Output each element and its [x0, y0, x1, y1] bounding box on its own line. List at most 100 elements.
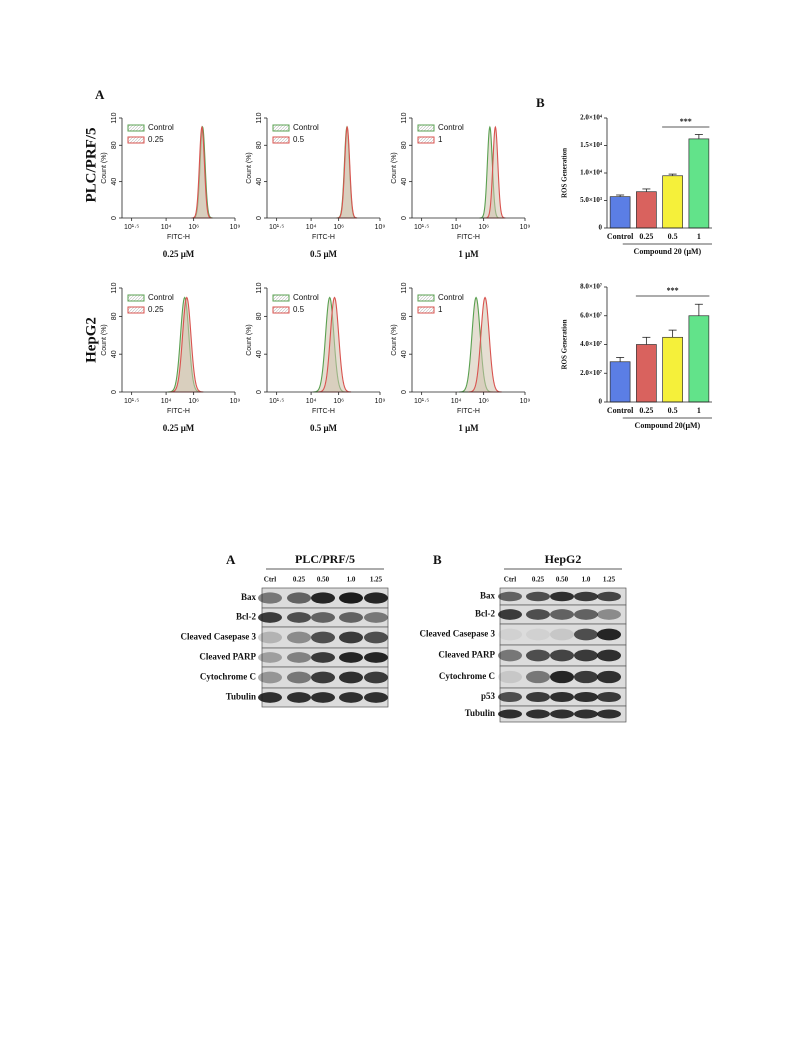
- band: [597, 649, 621, 662]
- band: [574, 609, 598, 620]
- dose-label: 0.25 μM: [163, 249, 195, 259]
- y-tick-label: 8.0×10⁷: [580, 283, 602, 291]
- band: [574, 670, 598, 684]
- histogram-curve: [317, 296, 352, 393]
- band: [498, 709, 522, 719]
- histogram-curve: [484, 125, 506, 219]
- band: [339, 612, 363, 623]
- legend-swatch: [127, 136, 145, 144]
- x-tick-label: 10¹·⁵: [124, 224, 139, 231]
- dose-label: 0.5 μM: [310, 423, 338, 433]
- band: [550, 628, 574, 641]
- band: [311, 631, 335, 644]
- y-tick-label: 80: [256, 141, 263, 149]
- legend-swatch: [272, 306, 290, 314]
- band: [550, 649, 574, 662]
- legend-label: 1: [438, 135, 443, 144]
- band: [258, 671, 282, 684]
- x-tick-label: 10¹·⁵: [414, 398, 429, 405]
- legend-label: Control: [148, 123, 174, 132]
- legend-label: Control: [148, 293, 174, 302]
- histogram-curve: [467, 296, 502, 393]
- legend-label: 0.25: [148, 305, 164, 314]
- x-axis-label: FITC-H: [167, 408, 190, 415]
- band: [287, 631, 311, 644]
- row-label: Cleaved Casepase 3: [420, 629, 496, 639]
- row-label: PLC/PRF/5: [83, 128, 99, 203]
- x-tick-label: 10⁴: [161, 224, 172, 231]
- y-tick-label: 0: [599, 398, 603, 406]
- dose-label: 1 μM: [458, 423, 479, 433]
- panel-label: B: [433, 552, 442, 567]
- x-tick-label: 10⁴: [161, 398, 172, 405]
- y-tick-label: 2.0×10⁷: [580, 369, 602, 377]
- band: [597, 609, 621, 620]
- band: [498, 591, 522, 602]
- y-tick-label: 0: [111, 390, 118, 394]
- y-tick-label: 80: [111, 141, 118, 149]
- legend-swatch: [417, 136, 435, 144]
- bar: [662, 336, 683, 403]
- lane-label: 1.0: [582, 576, 591, 584]
- x-tick-label: 10¹·⁵: [269, 224, 284, 231]
- lane-label: Ctrl: [264, 576, 276, 584]
- band: [364, 652, 388, 663]
- band: [550, 670, 574, 684]
- panel-label: A: [226, 552, 236, 567]
- y-tick-label: 0: [256, 390, 263, 394]
- y-tick-label: 2.0×10⁴: [580, 114, 603, 122]
- legend-swatch: [272, 294, 290, 302]
- band: [526, 628, 550, 641]
- band: [526, 609, 550, 620]
- y-tick-label: 80: [256, 312, 263, 320]
- x-tick-label: 1: [697, 406, 701, 415]
- legend-swatch: [417, 306, 435, 314]
- y-tick-label: 0: [111, 216, 118, 220]
- legend-label: Control: [293, 293, 319, 302]
- band: [574, 649, 598, 662]
- y-tick-label: 0: [401, 390, 408, 394]
- band: [597, 628, 621, 641]
- band: [287, 671, 311, 684]
- band: [574, 709, 598, 719]
- x-tick-label: 10⁹: [375, 398, 386, 405]
- legend-label: 0.25: [148, 135, 164, 144]
- bar: [609, 196, 631, 229]
- y-tick-label: 40: [256, 178, 263, 186]
- band: [287, 652, 311, 663]
- x-tick-label: 10⁴: [451, 224, 462, 231]
- x-tick-label: 10⁶: [478, 224, 489, 231]
- y-tick-label: 6.0×10⁷: [580, 311, 602, 319]
- panel-label: A: [95, 87, 105, 102]
- band: [339, 631, 363, 644]
- legend-label: Control: [438, 123, 464, 132]
- significance-label: ***: [680, 117, 692, 126]
- x-tick-label: 10⁶: [333, 224, 344, 231]
- band: [550, 609, 574, 620]
- y-tick-label: 0: [256, 216, 263, 220]
- x-tick-label: 10⁶: [333, 398, 344, 405]
- x-tick-label: 10⁴: [306, 398, 317, 405]
- row-label: Bcl-2: [236, 612, 256, 622]
- x-tick-label: 10¹·⁵: [269, 398, 284, 405]
- legend-swatch: [417, 294, 435, 302]
- lane-label: Ctrl: [504, 576, 516, 584]
- legend-swatch: [127, 124, 145, 132]
- band: [258, 692, 282, 703]
- band: [574, 591, 598, 602]
- band: [498, 691, 522, 703]
- band: [364, 692, 388, 703]
- lane-label: 1.0: [347, 576, 356, 584]
- y-axis-label: Count (%): [101, 152, 108, 184]
- x-axis-label: FITC-H: [167, 234, 190, 241]
- y-tick-label: 110: [111, 112, 118, 123]
- bar: [636, 191, 657, 229]
- y-tick-label: 4.0×10⁷: [580, 340, 602, 348]
- legend-swatch: [127, 306, 145, 314]
- legend-label: Control: [438, 293, 464, 302]
- row-label: HepG2: [83, 317, 99, 363]
- row-label: p53: [481, 691, 496, 701]
- y-tick-label: 40: [111, 350, 118, 358]
- lane-label: 1.25: [603, 576, 616, 584]
- y-tick-label: 80: [401, 312, 408, 320]
